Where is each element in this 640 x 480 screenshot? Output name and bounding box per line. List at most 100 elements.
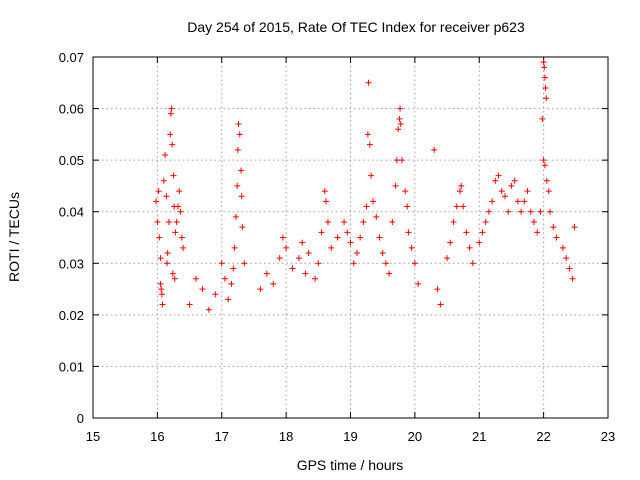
data-point	[431, 146, 438, 153]
y-tick-labels: 0 0.01 0.02 0.03 0.04 0.05 0.06 0.07	[59, 50, 84, 426]
data-point	[257, 286, 264, 293]
data-point	[177, 208, 184, 215]
data-point	[171, 275, 178, 282]
y-tick-label: 0.02	[59, 308, 84, 323]
x-tick-label: 21	[472, 429, 486, 444]
plot-frame	[92, 56, 609, 419]
data-point	[566, 265, 573, 272]
data-point	[305, 249, 312, 256]
data-point	[186, 301, 193, 308]
data-point	[299, 239, 306, 246]
data-point	[543, 177, 550, 184]
data-point	[524, 188, 531, 195]
data-point	[395, 126, 402, 133]
data-point	[158, 286, 165, 293]
data-point	[463, 229, 470, 236]
data-point	[279, 234, 286, 241]
data-point	[492, 177, 499, 184]
data-point	[447, 239, 454, 246]
data-point	[350, 260, 357, 267]
data-point	[353, 249, 360, 256]
data-point	[230, 265, 237, 272]
data-point	[321, 188, 328, 195]
data-point	[540, 59, 547, 66]
data-point	[283, 244, 290, 251]
data-point	[270, 280, 277, 287]
data-point	[212, 291, 219, 298]
data-point	[571, 224, 578, 231]
data-point	[341, 219, 348, 226]
data-point	[169, 141, 176, 148]
data-point	[165, 219, 172, 226]
data-point	[241, 260, 248, 267]
x-tick-label: 19	[343, 429, 357, 444]
data-point	[172, 229, 179, 236]
scatter-points	[153, 59, 578, 313]
data-point	[159, 301, 166, 308]
x-tick-label: 22	[536, 429, 550, 444]
data-point	[357, 234, 364, 241]
data-point	[482, 219, 489, 226]
y-axis-label: ROTI / TECUs	[6, 192, 22, 282]
data-point	[296, 255, 302, 262]
data-point	[540, 157, 547, 164]
data-point	[511, 177, 518, 184]
data-point	[405, 229, 412, 236]
y-tick-label: 0.03	[59, 256, 84, 271]
data-point	[521, 198, 528, 205]
data-point	[534, 229, 541, 236]
data-point	[157, 255, 164, 262]
data-point	[537, 208, 544, 215]
data-point	[514, 198, 521, 205]
data-point	[404, 203, 411, 210]
data-point	[205, 306, 212, 313]
data-point	[180, 244, 187, 251]
data-point	[344, 229, 351, 236]
data-point	[234, 146, 241, 153]
data-point	[167, 131, 174, 138]
data-point	[453, 203, 460, 210]
data-point	[393, 157, 400, 164]
data-point	[170, 172, 177, 179]
y-tick-label: 0.06	[59, 102, 84, 117]
data-point	[456, 188, 463, 195]
data-point	[469, 260, 476, 267]
x-tick-label: 16	[150, 429, 164, 444]
data-point	[498, 188, 505, 195]
data-point	[495, 172, 502, 179]
data-point	[466, 244, 473, 251]
data-point	[174, 203, 181, 210]
data-point	[434, 286, 441, 293]
data-point	[158, 291, 165, 298]
data-point	[164, 249, 171, 256]
data-point	[154, 219, 161, 226]
x-tick-labels: 15 16 17 18 19 20 21 22 23	[86, 429, 615, 444]
y-tick-label: 0	[77, 411, 84, 426]
data-point	[376, 234, 383, 241]
data-point	[234, 182, 241, 189]
data-point	[276, 255, 283, 262]
data-point	[263, 270, 270, 277]
data-point	[389, 219, 396, 226]
data-point	[176, 188, 183, 195]
data-point	[162, 151, 169, 158]
data-point	[238, 167, 245, 174]
data-point	[236, 131, 243, 138]
data-point	[168, 105, 175, 112]
data-point	[408, 244, 415, 251]
x-tick-label: 23	[601, 429, 615, 444]
data-point	[402, 188, 409, 195]
data-point	[238, 193, 245, 200]
data-point	[347, 239, 354, 246]
data-point	[444, 255, 451, 262]
data-point	[315, 260, 322, 267]
chart-title: Day 254 of 2015, Rate Of TEC Index for r…	[187, 19, 525, 35]
data-point	[489, 198, 496, 205]
data-point	[530, 219, 537, 226]
data-point	[218, 260, 225, 267]
data-point	[502, 193, 508, 200]
data-point	[312, 275, 319, 282]
data-point	[365, 79, 372, 86]
data-point	[167, 110, 174, 117]
grid-lines	[93, 57, 608, 418]
